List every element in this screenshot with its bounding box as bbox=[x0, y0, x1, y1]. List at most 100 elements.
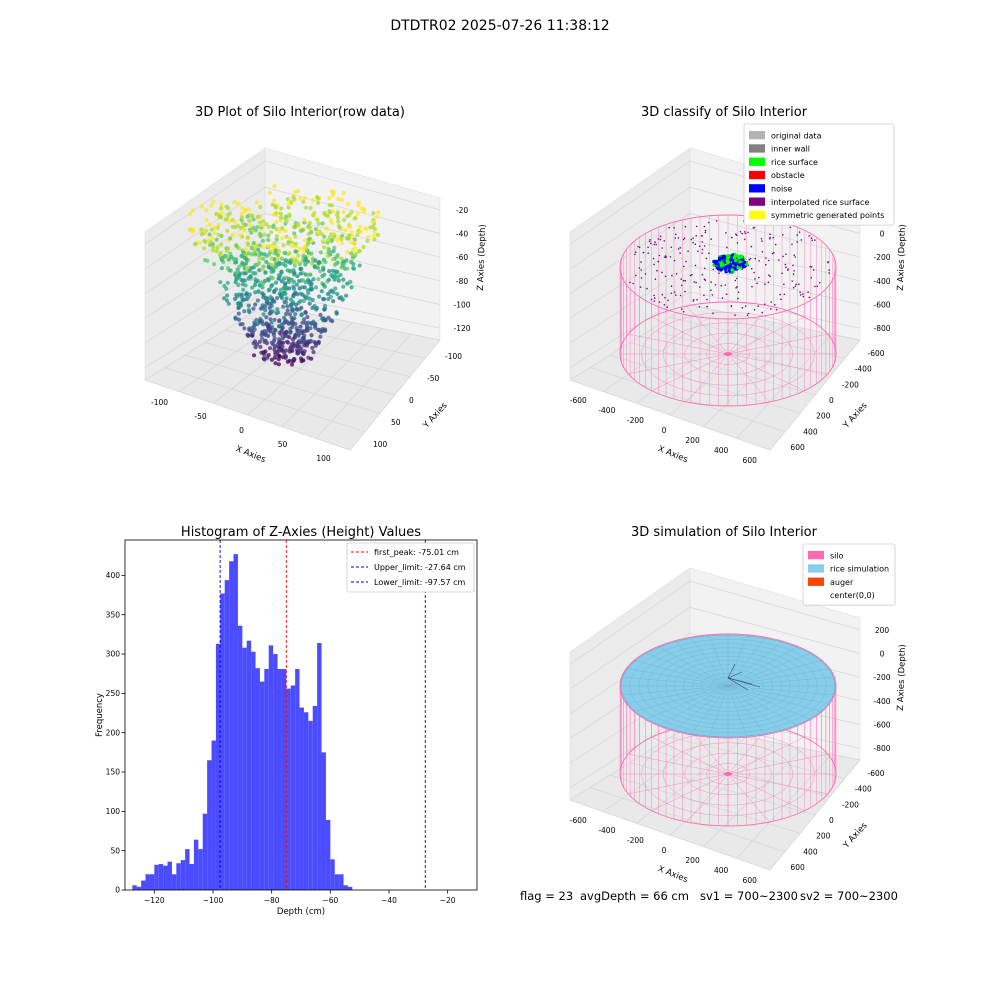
data-point bbox=[237, 271, 242, 276]
interpolated-point bbox=[795, 283, 797, 286]
data-point bbox=[225, 280, 230, 285]
interpolated-point bbox=[741, 268, 743, 271]
histogram-bar bbox=[154, 864, 159, 890]
data-point bbox=[321, 282, 326, 287]
data-point bbox=[309, 356, 314, 361]
interpolated-point bbox=[692, 237, 694, 239]
data-point bbox=[289, 342, 294, 347]
histogram-bar bbox=[325, 820, 331, 890]
interpolated-point bbox=[779, 293, 781, 296]
data-point bbox=[356, 200, 361, 205]
data-point bbox=[303, 310, 308, 315]
legend-label: noise bbox=[771, 185, 792, 194]
silo-floor-spoke bbox=[727, 737, 805, 775]
data-point bbox=[305, 314, 310, 320]
data-point bbox=[298, 271, 303, 276]
interpolated-point bbox=[736, 277, 738, 280]
silo-floor-spoke bbox=[727, 305, 770, 355]
data-point bbox=[208, 240, 213, 245]
data-point bbox=[292, 225, 297, 230]
data-point bbox=[328, 294, 333, 299]
silo-floor-spoke bbox=[651, 317, 729, 355]
data-point bbox=[335, 291, 340, 297]
data-point bbox=[297, 286, 302, 291]
data-point bbox=[226, 246, 231, 251]
data-point bbox=[263, 270, 268, 275]
data-point bbox=[309, 287, 314, 292]
data-point bbox=[332, 235, 337, 240]
interpolated-point bbox=[816, 285, 819, 288]
data-point bbox=[305, 328, 310, 333]
classified-point bbox=[741, 264, 746, 269]
interpolated-point bbox=[679, 294, 682, 297]
data-point bbox=[276, 362, 281, 367]
data-point bbox=[334, 254, 339, 259]
data-point bbox=[355, 232, 360, 237]
data-point bbox=[287, 312, 292, 317]
histogram-bar bbox=[224, 580, 230, 890]
data-point bbox=[197, 240, 202, 246]
y-tick-label: -50 bbox=[427, 374, 439, 383]
data-point bbox=[339, 295, 344, 300]
data-point bbox=[289, 302, 294, 307]
data-point bbox=[318, 250, 323, 255]
data-point bbox=[286, 201, 291, 206]
data-point bbox=[298, 228, 304, 233]
data-point bbox=[257, 339, 262, 344]
x-tick-label: 400 bbox=[714, 446, 729, 455]
interpolated-point bbox=[704, 267, 706, 270]
interpolated-point bbox=[691, 273, 693, 276]
interpolated-point bbox=[708, 221, 710, 224]
histogram-bar bbox=[273, 654, 278, 890]
data-point bbox=[285, 308, 290, 313]
interpolated-point bbox=[780, 298, 782, 301]
interpolated-point bbox=[802, 295, 805, 298]
data-point bbox=[290, 320, 296, 325]
data-point bbox=[257, 253, 262, 258]
y-tick-label: -100 bbox=[445, 352, 462, 361]
z-axis-label: Z Axies (Depth) bbox=[896, 644, 908, 711]
interpolated-point bbox=[694, 264, 697, 267]
interpolated-point bbox=[737, 297, 739, 300]
rice-mesh-spoke bbox=[622, 676, 729, 687]
interpolated-point bbox=[705, 257, 708, 260]
data-point bbox=[327, 247, 332, 253]
interpolated-point bbox=[828, 272, 830, 274]
histogram-bar bbox=[233, 554, 238, 890]
data-point bbox=[236, 305, 241, 310]
rice-mesh-spoke bbox=[727, 685, 797, 726]
y-tick-label: 400 bbox=[803, 427, 818, 436]
data-point bbox=[282, 351, 287, 356]
data-point bbox=[234, 243, 239, 248]
histogram-bar bbox=[193, 839, 199, 890]
data-point bbox=[276, 357, 281, 362]
interpolated-point bbox=[773, 251, 775, 254]
x-tick-label: 600 bbox=[743, 876, 758, 885]
interpolated-point bbox=[718, 272, 720, 275]
data-point bbox=[269, 340, 274, 345]
interpolated-point bbox=[753, 308, 756, 311]
data-point bbox=[300, 330, 305, 336]
interpolated-point bbox=[741, 232, 743, 235]
data-point bbox=[216, 232, 221, 237]
data-point bbox=[313, 258, 318, 263]
auger-line bbox=[727, 663, 736, 679]
data-point bbox=[372, 230, 378, 235]
x-tick-label: 600 bbox=[743, 456, 758, 465]
legend-label: auger bbox=[830, 578, 854, 587]
data-point bbox=[276, 310, 281, 315]
data-point bbox=[204, 218, 209, 223]
histogram-bar bbox=[303, 712, 309, 890]
data-point bbox=[301, 351, 306, 357]
data-point bbox=[272, 317, 277, 322]
data-point bbox=[188, 211, 193, 217]
data-point bbox=[260, 267, 265, 272]
histogram-bar bbox=[259, 681, 265, 890]
data-point bbox=[313, 227, 318, 232]
data-point bbox=[246, 207, 251, 212]
data-point bbox=[289, 279, 294, 284]
data-point bbox=[288, 297, 294, 302]
data-point bbox=[275, 307, 280, 312]
histogram-bar bbox=[295, 668, 300, 890]
interpolated-point bbox=[712, 312, 714, 315]
